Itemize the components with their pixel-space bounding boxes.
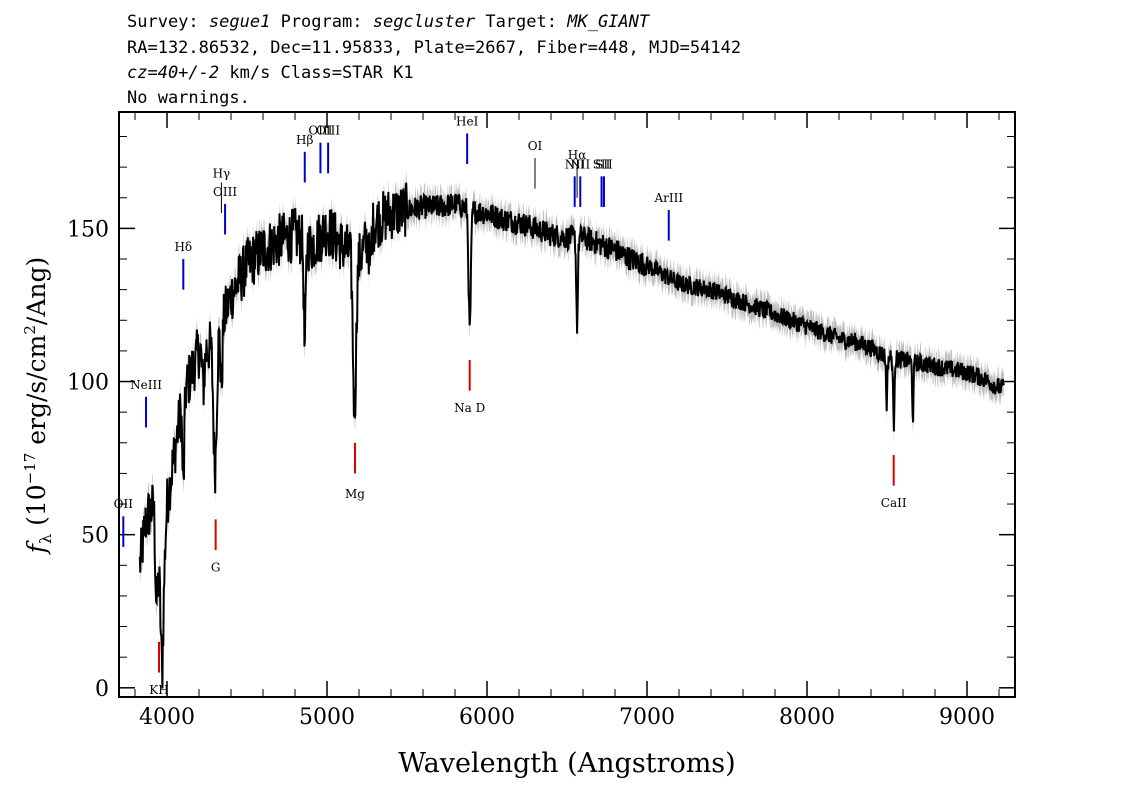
line-label: KH [149, 683, 168, 697]
flux-series-line [138, 182, 1005, 689]
y-axis-title: fλ (10−17 erg/s/cm2/Ang) [21, 257, 55, 556]
line-label: OIII [316, 124, 340, 138]
target-value: MK_GIANT [567, 12, 650, 32]
line-label: NII [565, 157, 585, 171]
x-tick-label: 6000 [459, 705, 515, 730]
x-tick-label: 9000 [939, 705, 995, 730]
line-label: SII [595, 157, 613, 171]
x-tick-label: 8000 [779, 705, 835, 730]
survey-value: segue1 [208, 12, 271, 32]
redshift-value: cz=40+/-2 [127, 63, 220, 83]
line-label: Hα [568, 148, 587, 162]
x-tick-label: 5000 [299, 705, 355, 730]
y-axis-title-group: fλ (10−17 erg/s/cm2/Ang) [21, 257, 55, 556]
y-tick-label: 50 [81, 524, 109, 549]
header-line-2: RA=132.86532, Dec=11.95833, Plate=2667, … [127, 38, 742, 58]
y-tick-label: 0 [95, 677, 109, 702]
line-label: NII [570, 157, 590, 171]
spectrum-layer [138, 182, 1005, 689]
line-label: OIII [308, 124, 332, 138]
line-label: CaII [881, 496, 907, 510]
line-label: OII [114, 497, 134, 511]
line-label: Hβ [296, 133, 313, 147]
y-tick-label: 150 [67, 217, 109, 242]
y-tick-label: 100 [67, 371, 109, 396]
class-value: km/s Class=STAR K1 [219, 63, 414, 83]
line-label: Na D [454, 401, 485, 415]
header-line-3: cz=40+/-2 km/s Class=STAR K1 [127, 63, 414, 83]
x-tick-label: 4000 [139, 705, 195, 730]
line-label: Mg [345, 487, 365, 501]
line-label: OIII [213, 185, 237, 199]
header-line-4: No warnings. [127, 88, 250, 108]
survey-label: Survey: [127, 12, 199, 32]
program-label: Program: [280, 12, 363, 32]
line-label: SII [593, 157, 611, 171]
line-label: Hδ [174, 240, 192, 254]
target-label: Target: [485, 12, 557, 32]
line-label: OI [528, 139, 543, 153]
x-axis-title: Wavelength (Angstroms) [398, 748, 735, 779]
x-tick-label: 7000 [619, 705, 675, 730]
line-label: HeI [456, 114, 479, 128]
line-label: NeIII [130, 378, 162, 392]
line-label: Hγ [213, 166, 231, 180]
plot-frame [118, 111, 1016, 698]
header-line-1: Survey: segue1 Program: segcluster Targe… [127, 12, 649, 32]
line-label: G [211, 560, 221, 574]
program-value: segcluster [372, 12, 476, 32]
line-label: ArIII [653, 191, 683, 205]
axis-ticks: 4000 5000 6000 7000 8000 9000 0 50 100 150 [67, 112, 1015, 730]
